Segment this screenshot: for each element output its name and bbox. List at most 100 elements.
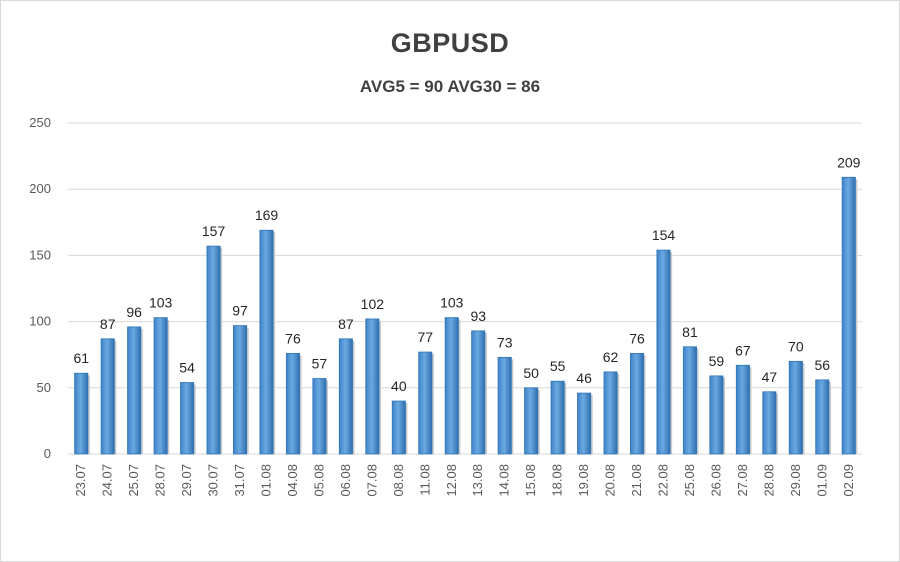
x-tick-label: 02.09 [841,464,856,497]
bar [285,352,300,455]
x-tick-label: 06.08 [338,464,353,497]
x-tick-label: 25.08 [682,464,697,497]
x-tick-label: 25.07 [126,464,141,497]
data-label: 157 [202,223,226,239]
data-label: 46 [576,370,592,386]
data-label: 56 [815,357,831,373]
x-tick-label: 27.08 [735,464,750,497]
x-tick-label: 01.09 [814,464,829,497]
x-axis-ticks: 23.07 24.07 25.07 28.07 29.07 30.07 31.07 01.08… [73,464,856,497]
data-label: 87 [338,316,354,332]
y-tick-label: 250 [29,115,51,130]
bar [762,391,777,455]
y-tick-label: 50 [37,380,51,395]
bar [656,249,671,455]
data-label: 169 [255,207,279,223]
bar [630,352,645,455]
y-tick-label: 0 [44,446,51,461]
x-tick-label: 05.08 [311,464,326,497]
data-label: 67 [735,342,751,358]
x-tick-label: 13.08 [470,464,485,497]
bar [259,229,274,455]
bar [524,387,539,455]
y-tick-label: 100 [29,314,51,329]
x-tick-label: 20.08 [603,464,618,497]
data-label: 50 [523,365,539,381]
data-label: 59 [709,353,725,369]
chart-title: GBPUSD [390,28,510,58]
chart-subtitle: AVG5 = 90 AVG30 = 86 [359,77,541,96]
x-tick-label: 12.08 [444,464,459,497]
data-labels: 61 87 96 103 54 157 97 169 76 57 87 102 40 77 103 93 73 5… [73,154,860,394]
data-label: 103 [149,295,173,311]
bar [312,378,327,455]
data-label: 81 [682,324,698,340]
x-tick-label: 29.07 [179,464,194,497]
bar [735,364,750,455]
bar [471,330,486,455]
bar [497,356,512,455]
bar [365,318,380,455]
data-label: 87 [100,316,116,332]
bar [603,371,618,455]
x-tick-label: 29.08 [788,464,803,497]
data-label: 54 [179,360,195,376]
gridlines [68,122,862,455]
x-tick-label: 08.08 [391,464,406,497]
bar [841,176,856,455]
bars [74,176,858,455]
bar [127,326,142,455]
bar [74,372,89,455]
bar [709,375,724,455]
data-label: 93 [470,308,486,324]
y-tick-label: 200 [29,181,51,196]
data-label: 102 [361,296,385,312]
data-label: 61 [73,350,89,366]
y-axis-ticks: 0 50 100 150 200 250 [29,115,51,461]
x-tick-label: 21.08 [629,464,644,497]
bar [815,379,830,455]
data-label: 77 [418,329,434,345]
y-tick-label: 150 [29,247,51,262]
bar [338,338,353,455]
bar [418,351,433,455]
x-tick-label: 04.08 [285,464,300,497]
data-label: 70 [788,338,804,354]
data-label: 73 [497,334,513,350]
data-label: 76 [285,330,301,346]
data-label: 103 [440,295,464,311]
data-label: 40 [391,378,407,394]
data-label: 62 [603,349,619,365]
bar [153,317,168,455]
bar [577,392,592,455]
x-tick-label: 19.08 [576,464,591,497]
x-tick-label: 26.08 [708,464,723,497]
x-tick-label: 24.07 [100,464,115,497]
data-label: 96 [126,304,142,320]
bar [391,400,406,455]
x-tick-label: 07.08 [364,464,379,497]
x-tick-label: 22.08 [656,464,671,497]
bar [788,360,803,455]
bar [206,245,221,455]
data-label: 57 [312,356,328,372]
bar [550,380,565,455]
x-tick-label: 01.08 [259,464,274,497]
data-label: 97 [232,303,248,319]
x-tick-label: 30.07 [206,464,221,497]
x-tick-label: 23.07 [73,464,88,497]
bar [682,346,697,455]
data-label: 209 [837,154,861,170]
data-label: 154 [652,227,676,243]
data-label: 76 [629,330,645,346]
x-tick-label: 31.07 [232,464,247,497]
x-tick-label: 11.08 [417,464,432,496]
data-label: 55 [550,358,566,374]
bar [100,338,115,455]
x-tick-label: 28.08 [761,464,776,497]
data-label: 47 [762,369,778,385]
x-tick-label: 18.08 [550,464,565,497]
bar [180,382,195,455]
